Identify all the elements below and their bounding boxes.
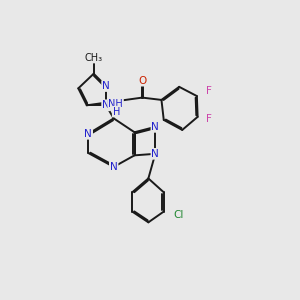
Text: N: N bbox=[152, 149, 159, 159]
Text: N: N bbox=[152, 122, 159, 132]
Text: N: N bbox=[110, 162, 118, 172]
Text: F: F bbox=[206, 86, 212, 96]
Text: Cl: Cl bbox=[173, 210, 184, 220]
Text: F: F bbox=[206, 114, 212, 124]
Text: N: N bbox=[102, 100, 110, 110]
Text: N: N bbox=[102, 81, 110, 91]
Text: H: H bbox=[112, 106, 120, 117]
Text: N: N bbox=[84, 129, 92, 139]
Text: NH: NH bbox=[108, 99, 123, 109]
Text: O: O bbox=[138, 76, 146, 86]
Text: CH₃: CH₃ bbox=[85, 52, 103, 63]
